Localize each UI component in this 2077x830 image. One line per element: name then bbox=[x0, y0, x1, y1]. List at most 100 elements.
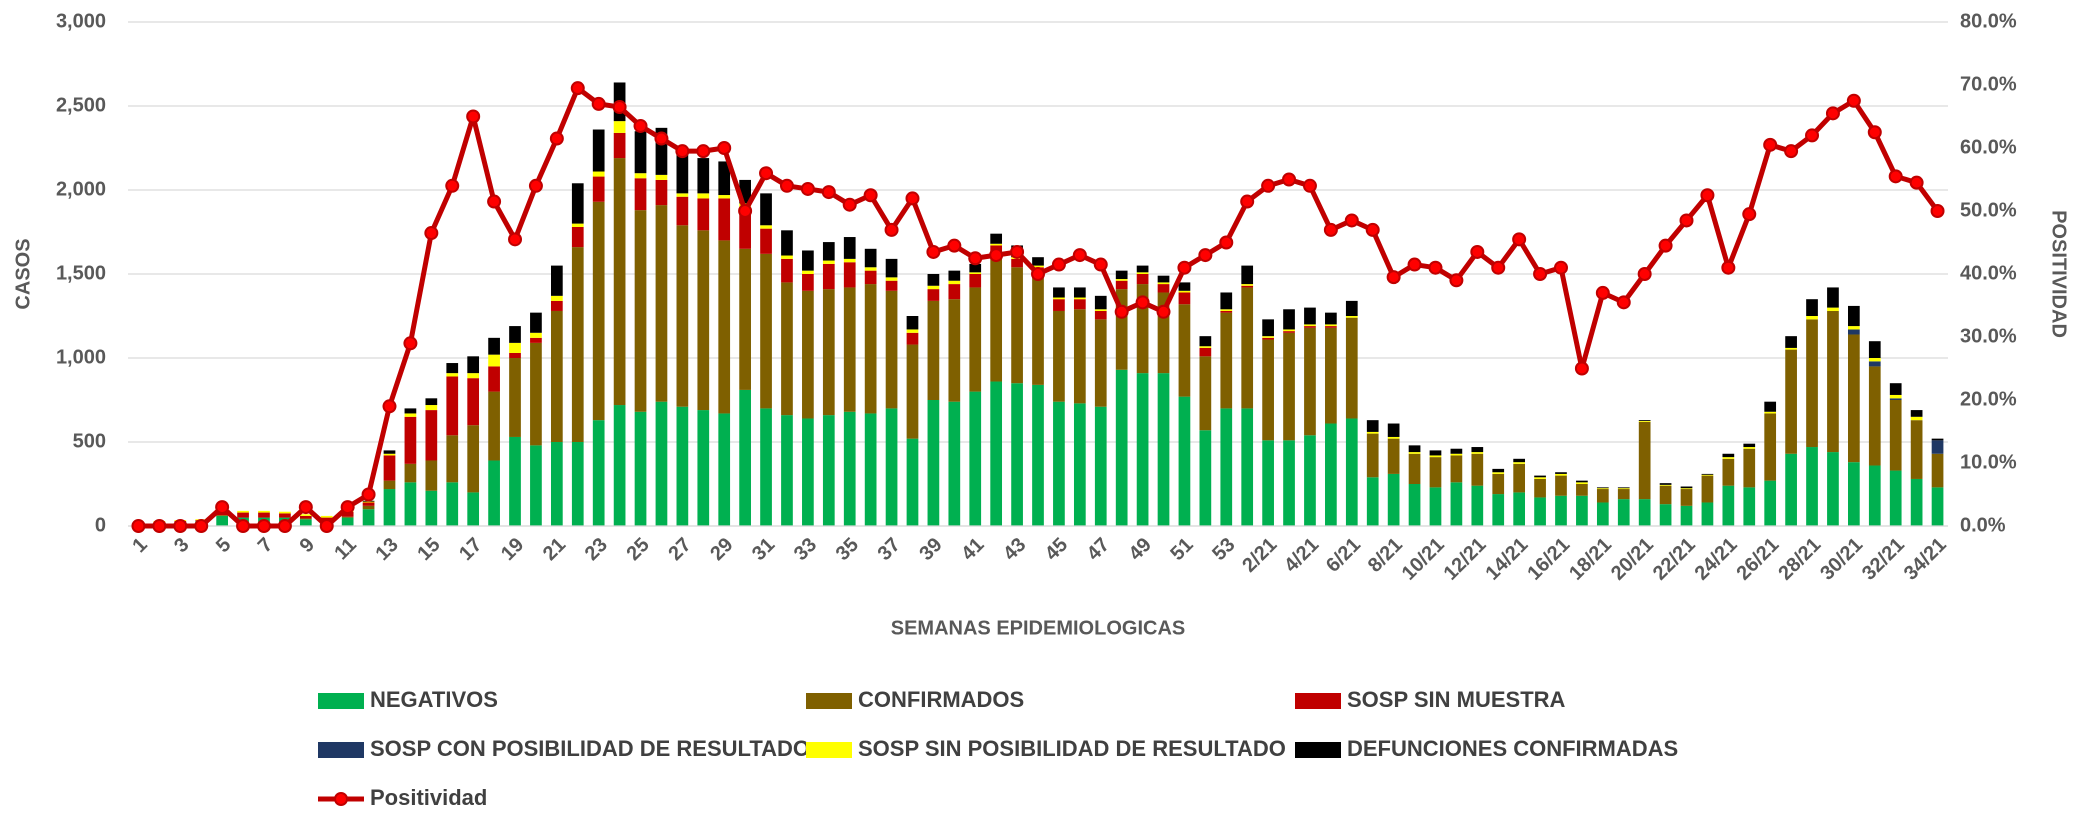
x-tick-label: 6/21 bbox=[1322, 534, 1365, 577]
line-marker bbox=[1533, 267, 1548, 281]
line-marker bbox=[277, 519, 292, 533]
bar-segment bbox=[948, 401, 961, 526]
bar-segment bbox=[1094, 309, 1107, 311]
bar-segment bbox=[1450, 448, 1463, 454]
x-tick-label: 14/21 bbox=[1481, 534, 1532, 585]
bar-segment bbox=[1848, 305, 1860, 327]
bar-segment bbox=[906, 344, 919, 439]
bar-segment bbox=[592, 129, 605, 172]
bar-segment bbox=[1827, 452, 1839, 526]
line-marker bbox=[675, 144, 690, 159]
bar-segment bbox=[258, 512, 270, 518]
bar-segment bbox=[1450, 455, 1463, 483]
bar-segment bbox=[1596, 502, 1609, 526]
bar-segment bbox=[299, 515, 312, 519]
line-marker bbox=[696, 144, 711, 159]
line-marker bbox=[1930, 204, 1945, 218]
bar-segment bbox=[864, 284, 877, 414]
bar-segment bbox=[676, 193, 689, 197]
bar-segment bbox=[1094, 319, 1107, 407]
bar-segment bbox=[1450, 482, 1463, 526]
bar-segment bbox=[550, 310, 563, 442]
bar-segment bbox=[1848, 326, 1860, 330]
bar-segment bbox=[1408, 453, 1421, 484]
bar-segment bbox=[1931, 487, 1944, 526]
bar-segment bbox=[1868, 366, 1881, 466]
line-marker bbox=[717, 141, 732, 155]
bar-segment bbox=[1366, 477, 1379, 526]
line-marker bbox=[1470, 244, 1485, 259]
bar-segment bbox=[676, 154, 689, 194]
bar-segment bbox=[237, 512, 249, 518]
bar-segment bbox=[446, 435, 459, 483]
bar-segment bbox=[948, 270, 961, 281]
line-marker bbox=[1240, 194, 1255, 209]
line-marker bbox=[779, 178, 794, 193]
x-tick-label: 49 bbox=[1125, 534, 1156, 565]
line-marker bbox=[215, 500, 230, 515]
line-marker bbox=[1344, 213, 1359, 228]
bar-segment bbox=[1555, 473, 1567, 476]
line-marker bbox=[989, 248, 1004, 263]
bar-segment bbox=[990, 381, 1003, 526]
bar-segment bbox=[1136, 284, 1149, 374]
line-marker bbox=[1365, 222, 1380, 237]
line-marker bbox=[487, 194, 502, 209]
bar-segment bbox=[1387, 438, 1400, 474]
line-marker bbox=[1491, 260, 1506, 275]
bar-segment bbox=[760, 193, 772, 226]
line-marker bbox=[1282, 172, 1297, 187]
line-marker bbox=[570, 81, 585, 96]
y-tick-label: 2,000 bbox=[56, 178, 106, 200]
bar-segment bbox=[299, 518, 312, 520]
line-marker bbox=[1323, 222, 1338, 237]
bar-segment bbox=[1157, 282, 1170, 285]
bar-segment bbox=[509, 436, 521, 526]
bar-segment bbox=[1304, 327, 1316, 436]
x-tick-label: 1 bbox=[128, 534, 151, 557]
bar-segment bbox=[864, 248, 877, 268]
bar-segment bbox=[1576, 495, 1588, 526]
bar-segment bbox=[697, 158, 710, 194]
bar-segment bbox=[488, 460, 500, 526]
line-marker bbox=[194, 519, 209, 533]
bar-segment bbox=[990, 257, 1003, 382]
bar-segment bbox=[969, 287, 982, 392]
bar-segment bbox=[571, 442, 584, 526]
bar-segment bbox=[1868, 361, 1881, 367]
bar-segment bbox=[1053, 297, 1065, 300]
bar-segment bbox=[1680, 489, 1693, 506]
line-marker bbox=[926, 244, 941, 259]
bar-segment bbox=[1325, 327, 1337, 424]
bar-segment bbox=[1115, 280, 1128, 290]
bar-segment bbox=[1722, 458, 1735, 486]
bar-segment bbox=[237, 510, 249, 513]
bar-segment bbox=[1429, 455, 1442, 458]
line-marker bbox=[1219, 235, 1234, 250]
bar-segment bbox=[404, 413, 417, 417]
line-marker bbox=[1909, 175, 1924, 190]
bar-segment bbox=[530, 342, 542, 446]
legend-marker bbox=[334, 792, 348, 806]
bar-segment bbox=[320, 515, 333, 518]
line-marker bbox=[1700, 188, 1715, 203]
bar-segment bbox=[446, 363, 459, 374]
bar-segment bbox=[1638, 420, 1651, 421]
bar-segment bbox=[509, 358, 521, 437]
bar-segment bbox=[1659, 483, 1672, 485]
legend-swatch bbox=[806, 742, 852, 758]
x-tick-label: 33 bbox=[790, 534, 821, 565]
bar-segment bbox=[530, 445, 542, 526]
bar-segment bbox=[592, 176, 605, 202]
bar-segment bbox=[781, 255, 793, 259]
y2-tick-label: 10.0% bbox=[1960, 451, 2017, 473]
bar-segment bbox=[927, 285, 940, 290]
bar-segment bbox=[1136, 373, 1149, 526]
bar-segment bbox=[1408, 484, 1421, 526]
bar-segment bbox=[1220, 310, 1233, 313]
bar-segment bbox=[1596, 488, 1609, 490]
y-tick-label: 2,500 bbox=[56, 94, 106, 116]
bar-segment bbox=[655, 179, 668, 206]
bar-segment bbox=[1492, 468, 1505, 473]
